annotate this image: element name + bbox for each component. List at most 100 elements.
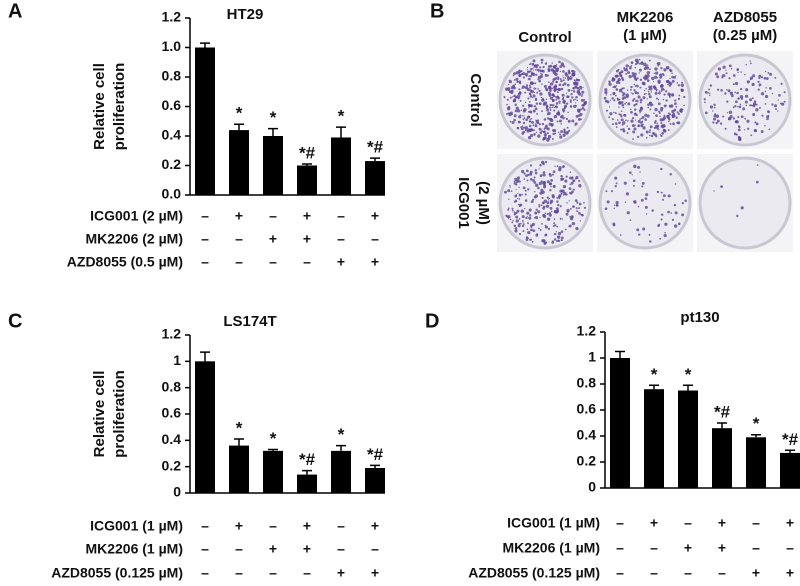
- y-tick-label: 0: [588, 479, 596, 495]
- colony: [513, 224, 517, 228]
- colony: [525, 216, 527, 219]
- colony: [556, 67, 560, 70]
- colony: [640, 61, 644, 65]
- colony: [624, 102, 626, 105]
- colony: [571, 221, 576, 226]
- colony: [663, 129, 667, 133]
- colony: [514, 177, 518, 182]
- colony: [529, 86, 532, 89]
- colony: [660, 125, 664, 128]
- colony: [529, 118, 532, 120]
- colony: [661, 87, 665, 91]
- colony: [745, 88, 749, 92]
- colony: [751, 82, 755, 87]
- colony: [570, 75, 572, 78]
- colony: [530, 200, 534, 204]
- significance-label: *: [685, 365, 692, 384]
- colony: [522, 230, 525, 233]
- colony: [655, 71, 659, 75]
- colony: [652, 132, 655, 135]
- colony: [622, 106, 624, 109]
- colony: [730, 94, 734, 98]
- colony: [605, 190, 608, 193]
- colony: [566, 202, 568, 204]
- colony: [518, 75, 521, 78]
- colony: [566, 83, 570, 87]
- row-label: ICG001: [455, 177, 472, 229]
- colony: [548, 213, 552, 217]
- colony: [547, 65, 551, 68]
- colony: [524, 126, 528, 130]
- colony: [562, 70, 565, 73]
- colony: [514, 83, 517, 86]
- colony: [765, 87, 767, 89]
- colony: [566, 210, 570, 213]
- colony: [574, 85, 578, 89]
- chart-title: pt130: [680, 309, 719, 326]
- colony: [639, 101, 642, 104]
- colony: [546, 217, 551, 221]
- colony: [569, 183, 572, 186]
- colony: [561, 98, 565, 101]
- colony: [517, 95, 521, 99]
- colony: [530, 81, 534, 85]
- colony: [526, 69, 529, 71]
- colony: [641, 116, 645, 119]
- colony: [565, 72, 568, 74]
- significance-label: *#: [299, 144, 316, 163]
- colony: [675, 116, 678, 119]
- colony: [778, 93, 781, 97]
- colony: [556, 76, 560, 80]
- y-tick-label: 0.8: [577, 375, 597, 391]
- colony: [653, 80, 655, 83]
- y-tick-label: 1: [588, 349, 596, 365]
- colony: [563, 65, 566, 68]
- colony: [683, 104, 685, 107]
- colony: [540, 96, 543, 99]
- colony: [752, 113, 756, 117]
- column-label: AZD8055: [713, 9, 777, 26]
- colony: [551, 62, 553, 64]
- colony: [512, 220, 514, 222]
- colony: [526, 84, 529, 87]
- colony: [630, 61, 634, 65]
- colony: [630, 110, 633, 114]
- colony: [739, 103, 742, 106]
- colony: [646, 79, 650, 82]
- colony: [529, 75, 532, 78]
- colony: [554, 74, 556, 76]
- colony: [608, 116, 611, 119]
- colony: [626, 211, 630, 215]
- colony: [538, 79, 542, 83]
- colony: [527, 135, 532, 140]
- colony: [577, 117, 581, 121]
- colony: [529, 89, 532, 92]
- colony: [532, 229, 536, 233]
- colony: [722, 115, 725, 118]
- colony: [567, 74, 569, 76]
- colony: [752, 74, 756, 78]
- colony: [578, 212, 581, 215]
- colony: [518, 120, 521, 124]
- colony: [551, 99, 555, 103]
- colony: [660, 167, 663, 171]
- column-label: Control: [518, 29, 571, 46]
- colony: [649, 129, 651, 132]
- colony: [567, 96, 570, 99]
- colony: [529, 128, 534, 132]
- colony: [656, 190, 660, 194]
- colony: [651, 103, 654, 106]
- colony: [618, 75, 620, 77]
- colony: [631, 116, 635, 120]
- colony: [576, 99, 579, 102]
- colony: [513, 79, 516, 81]
- colony: [648, 101, 652, 105]
- y-tick-label: 0.8: [162, 68, 182, 84]
- colony: [606, 100, 610, 104]
- colony: [542, 171, 546, 174]
- treatment-sign: +: [371, 518, 379, 534]
- colony: [546, 138, 550, 142]
- y-tick-label: 0: [173, 484, 181, 500]
- colony: [673, 203, 677, 207]
- significance-label: *#: [782, 430, 799, 449]
